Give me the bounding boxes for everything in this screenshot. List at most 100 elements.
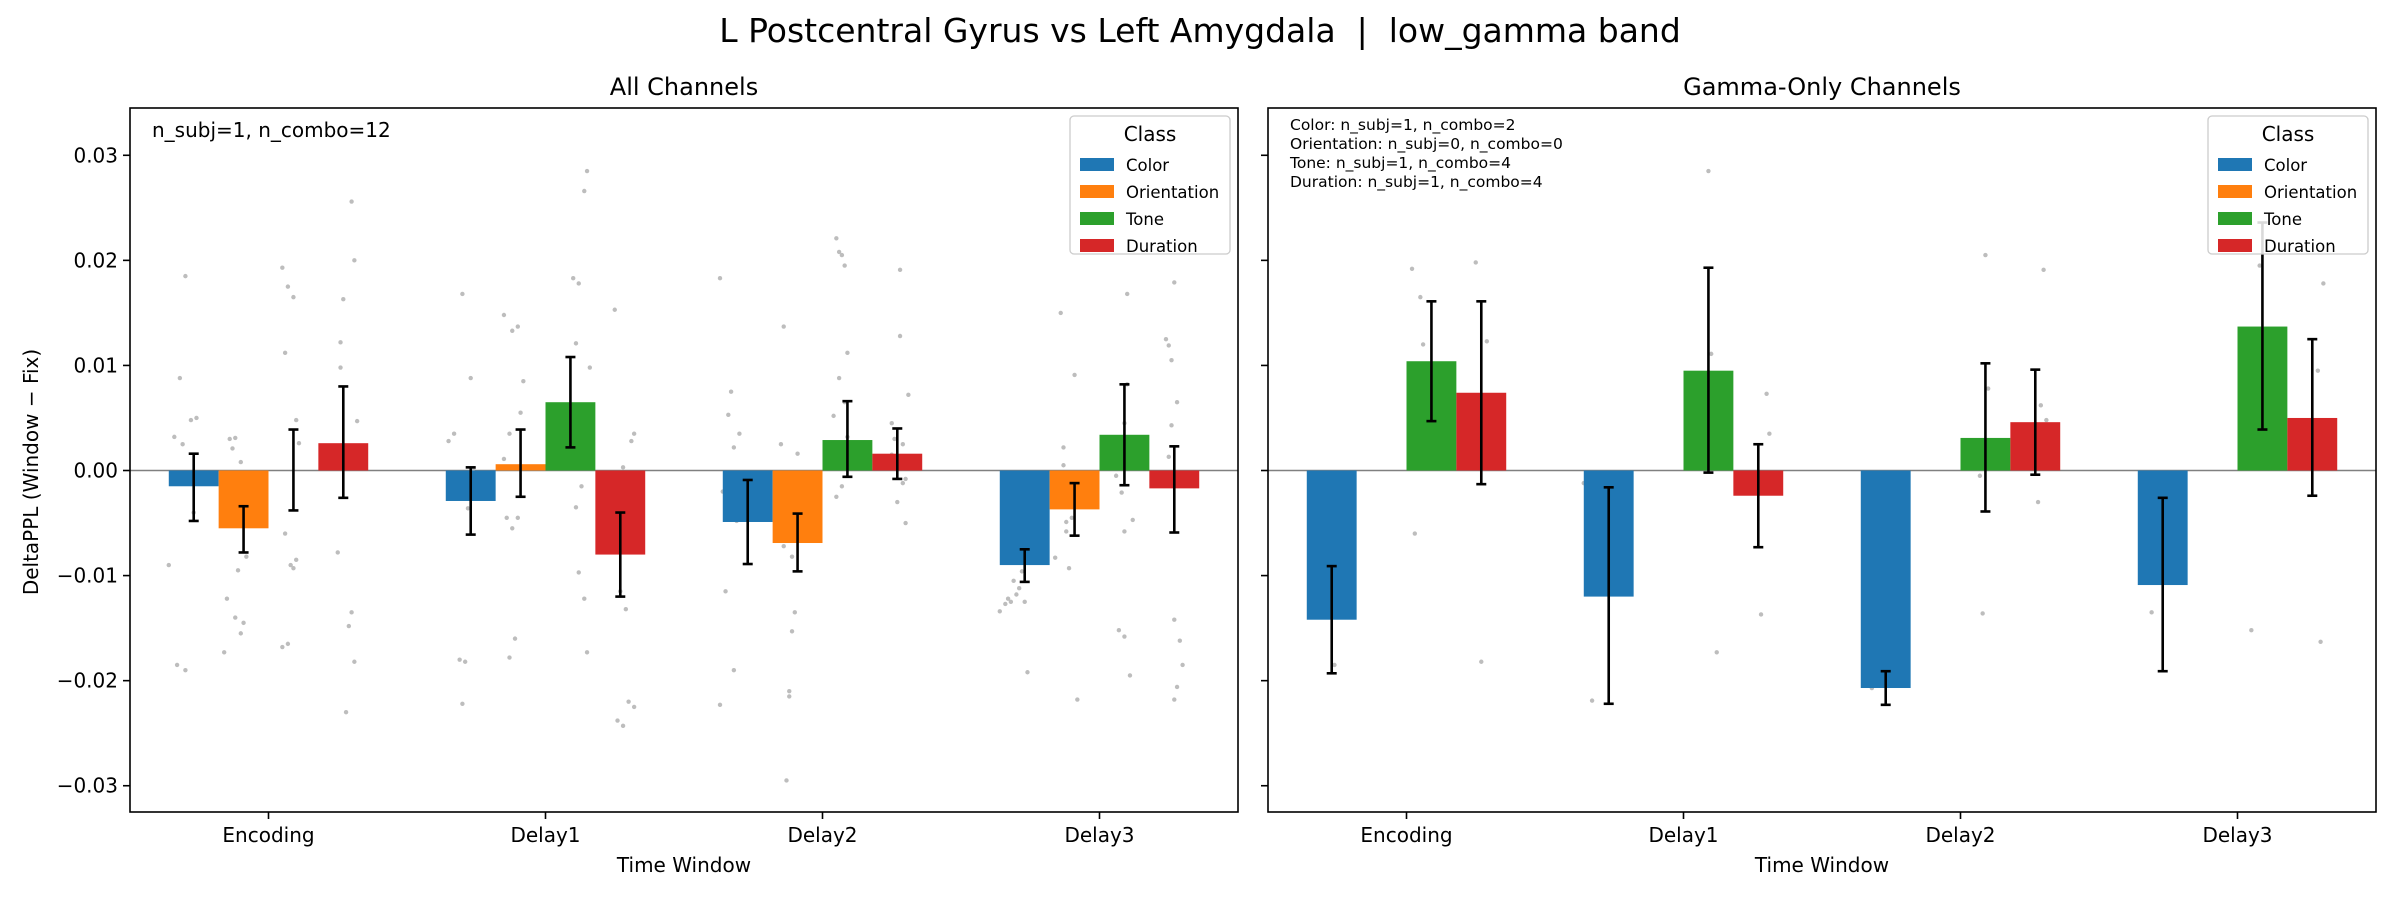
jitter-point xyxy=(728,389,734,394)
jitter-point xyxy=(1011,578,1016,584)
jitter-point xyxy=(166,562,171,568)
jitter-point xyxy=(507,655,512,660)
jitter-point xyxy=(781,324,786,329)
jitter-point xyxy=(2257,263,2262,268)
jitter-point xyxy=(521,378,526,384)
jitter-point xyxy=(1166,343,1171,348)
axes-frame xyxy=(1267,107,2377,813)
jitter-point xyxy=(1003,601,1008,607)
jitter-point xyxy=(1066,566,1072,571)
jitter-point xyxy=(1075,697,1080,702)
jitter-point xyxy=(177,375,183,381)
jitter-point xyxy=(1180,662,1185,668)
jitter-point xyxy=(629,438,634,444)
bar-color xyxy=(1860,470,1911,689)
jitter-point xyxy=(1016,585,1022,591)
jitter-point xyxy=(335,550,340,555)
jitter-point xyxy=(1163,336,1169,342)
jitter-point xyxy=(781,543,786,549)
jitter-point xyxy=(1064,529,1069,534)
jitter-point xyxy=(288,562,293,568)
jitter-point xyxy=(997,609,1002,614)
jitter-point xyxy=(582,188,587,194)
legend-label: Duration xyxy=(2264,237,2336,256)
legend-swatch-color xyxy=(2218,158,2252,171)
jitter-point xyxy=(717,276,723,281)
x-tick-label: Delay2 xyxy=(1925,823,1995,847)
jitter-point xyxy=(1113,473,1119,478)
jitter-point xyxy=(2321,281,2326,286)
jitter-point xyxy=(1473,260,1478,265)
jitter-point xyxy=(1125,291,1130,297)
jitter-point xyxy=(836,375,842,381)
legend-title: Class xyxy=(2262,122,2315,146)
jitter-point xyxy=(183,667,188,673)
jitter-point xyxy=(2318,639,2323,644)
x-tick-label: Delay2 xyxy=(787,823,857,847)
jitter-point xyxy=(834,236,839,241)
legend-label: Orientation xyxy=(2264,183,2357,202)
jitter-point xyxy=(582,596,587,601)
legend: Class Color Orientation Tone Duration xyxy=(2207,115,2369,256)
jitter-point xyxy=(1764,391,1769,397)
jitter-point xyxy=(285,284,291,289)
jitter-point xyxy=(507,431,512,436)
jitter-point xyxy=(2315,368,2321,373)
jitter-point xyxy=(623,607,629,612)
annotation-text: Color: n_subj=1, n_combo=2 xyxy=(1290,116,1516,135)
jitter-point xyxy=(291,294,296,300)
jitter-point xyxy=(244,554,249,559)
jitter-point xyxy=(892,436,897,442)
shared-y-axis-label: DeltaPPL (Window − Fix) xyxy=(19,349,43,595)
jitter-point xyxy=(1420,342,1426,347)
jitter-point xyxy=(1064,519,1069,525)
y-tick-label: 0.01 xyxy=(73,353,118,377)
legend-label: Tone xyxy=(1125,210,1164,229)
y-tick-label: 0.03 xyxy=(73,143,118,167)
jitter-point xyxy=(584,168,590,174)
jitter-point xyxy=(1022,599,1027,605)
legend-label: Color xyxy=(1126,156,1169,175)
panel-title: All Channels xyxy=(610,73,758,101)
jitter-point xyxy=(515,324,520,329)
jitter-point xyxy=(341,297,346,302)
x-tick-label: Delay3 xyxy=(2202,823,2272,847)
jitter-point xyxy=(731,667,737,673)
jitter-point xyxy=(1589,698,1595,703)
jitter-point xyxy=(1019,569,1025,574)
jitter-point xyxy=(889,421,894,426)
legend-swatch-tone xyxy=(2218,212,2252,225)
jitter-point xyxy=(1122,634,1127,639)
jitter-point xyxy=(900,442,906,447)
jitter-point xyxy=(338,340,343,345)
legend-swatch-color xyxy=(1080,158,1114,171)
legend-swatch-orientation xyxy=(2218,185,2252,198)
jitter-point xyxy=(1130,517,1135,523)
jitter-point xyxy=(2249,628,2254,633)
jitter-point xyxy=(576,281,581,286)
jitter-point xyxy=(903,520,908,526)
jitter-point xyxy=(343,709,349,715)
jitter-point xyxy=(1172,617,1177,622)
jitter-point xyxy=(1412,531,1418,536)
annotation-text: Tone: n_subj=1, n_combo=4 xyxy=(1289,154,1511,173)
panel-all-channels: All Channels −0.03 −0.02 −0.01 0.00 0.01 0.02… xyxy=(57,73,1239,877)
x-axis-label: Time Window xyxy=(1754,853,1889,877)
jitter-point xyxy=(349,199,354,204)
jitter-point xyxy=(504,515,509,520)
jitter-point xyxy=(285,641,291,647)
jitter-point xyxy=(282,531,288,536)
x-axis-label: Time Window xyxy=(616,853,751,877)
jitter-point xyxy=(457,657,462,662)
jitter-point xyxy=(230,446,235,451)
jitter-point xyxy=(294,557,299,563)
jitter-point xyxy=(839,252,845,258)
y-tick-label: 0.00 xyxy=(73,459,118,483)
jitter-point xyxy=(906,392,911,398)
jitter-point xyxy=(352,659,357,664)
jitter-point xyxy=(792,610,797,615)
x-tick-label: Encoding xyxy=(222,823,314,847)
jitter-point xyxy=(576,570,581,575)
legend-label: Orientation xyxy=(1126,183,1219,202)
x-tick-label: Encoding xyxy=(1360,823,1452,847)
